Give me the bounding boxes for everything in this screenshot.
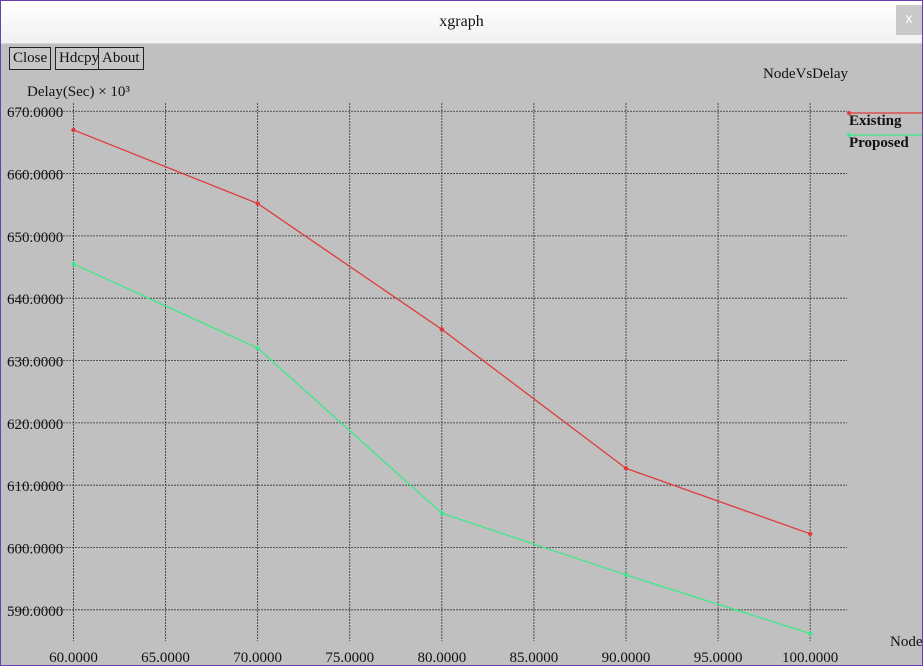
data-point-proposed — [255, 345, 260, 351]
window-close-icon[interactable]: x — [896, 5, 922, 35]
y-tick-label: 610.0000 — [7, 479, 63, 495]
x-tick-label: 80.0000 — [417, 650, 466, 665]
x-tick-label: 85.0000 — [510, 650, 559, 665]
legend-label-proposed: Proposed — [849, 135, 909, 151]
y-tick-label: 660.0000 — [7, 168, 63, 184]
x-tick-label: 70.0000 — [233, 650, 282, 665]
y-tick-label: 650.0000 — [7, 230, 63, 246]
about-button[interactable]: About — [98, 47, 144, 70]
legend-marker-proposed — [847, 133, 851, 137]
y-axis-label: Delay(Sec) × 10³ — [27, 84, 130, 100]
data-point-existing — [439, 327, 445, 332]
x-tick-label: 90.0000 — [602, 650, 651, 665]
data-point-existing — [71, 127, 76, 133]
data-point-existing — [255, 201, 260, 206]
x-tick-label: 75.0000 — [325, 650, 374, 665]
data-point-existing — [807, 531, 813, 536]
chart-title: NodeVsDelay — [763, 66, 848, 82]
legend-marker-existing — [847, 111, 851, 115]
x-tick-label: 95.0000 — [694, 650, 743, 665]
close-button[interactable]: Close — [9, 47, 52, 70]
data-point-proposed — [71, 261, 76, 267]
data-point-proposed — [439, 511, 445, 516]
data-point-proposed — [623, 572, 629, 578]
x-tick-label: 65.0000 — [141, 650, 190, 665]
grid-lines — [9, 103, 847, 641]
y-tick-label: 620.0000 — [7, 417, 63, 433]
legend-label-existing: Existing — [849, 113, 902, 129]
y-tick-label: 630.0000 — [7, 355, 63, 371]
x-tick-label: 60.0000 — [49, 650, 98, 665]
y-tick-label: 670.0000 — [7, 105, 63, 121]
window-title: xgraph — [439, 13, 484, 30]
y-tick-label: 600.0000 — [7, 542, 63, 558]
hdcpy-button[interactable]: Hdcpy — [55, 47, 103, 70]
title-bar: xgraph x — [1, 1, 922, 44]
x-axis-label: Nodes — [890, 634, 922, 650]
x-tick-label: 100.0000 — [782, 650, 838, 665]
y-tick-label: 640.0000 — [7, 292, 63, 308]
data-point-existing — [623, 466, 629, 471]
data-point-proposed — [807, 631, 813, 636]
y-tick-label: 590.0000 — [7, 604, 63, 620]
